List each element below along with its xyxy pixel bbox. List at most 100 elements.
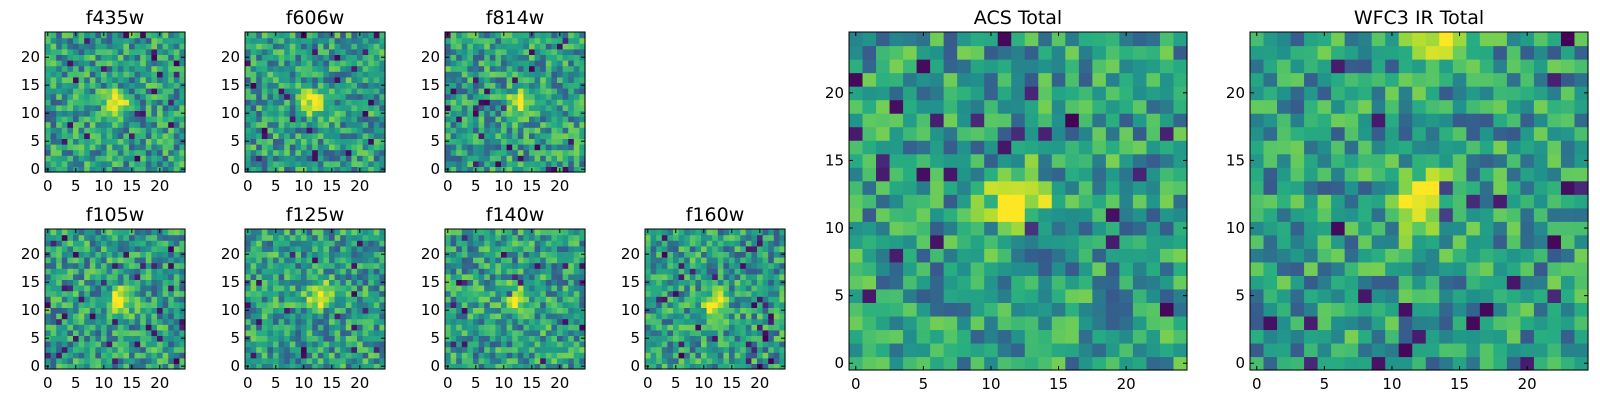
heatmap-cell	[101, 48, 108, 55]
x-tick-label: 5	[671, 374, 681, 392]
heatmap-cell	[123, 88, 130, 95]
heatmap-cell	[740, 335, 747, 342]
heatmap-cell	[456, 43, 463, 50]
heatmap-cell	[106, 234, 113, 241]
heatmap-cell	[461, 363, 468, 370]
heatmap-cell	[450, 144, 457, 151]
heatmap-cell	[334, 132, 341, 139]
heatmap-cell	[523, 262, 530, 269]
heatmap-cell	[1119, 234, 1134, 249]
heatmap-cell	[489, 76, 496, 83]
heatmap-cell	[89, 262, 96, 269]
heatmap-cell	[323, 307, 330, 314]
heatmap-cell	[89, 245, 96, 252]
heatmap-cell	[95, 346, 102, 353]
heatmap-cell	[151, 76, 158, 83]
heatmap-cell	[61, 144, 68, 151]
heatmap-cell	[295, 307, 302, 314]
heatmap-cell	[650, 346, 657, 353]
heatmap-cell	[661, 273, 668, 280]
heatmap-cell	[579, 268, 586, 275]
heatmap-cell	[379, 290, 386, 297]
heatmap-cell	[557, 43, 564, 50]
heatmap-cell	[162, 285, 169, 292]
heatmap-cell	[173, 273, 180, 280]
heatmap-cell	[903, 329, 918, 344]
heatmap-cell	[317, 290, 324, 297]
heatmap-cell	[517, 149, 524, 156]
heatmap-cell	[134, 37, 141, 44]
heatmap-cell	[151, 65, 158, 72]
heatmap-cell	[484, 149, 491, 156]
heatmap-cell	[317, 240, 324, 247]
heatmap-cell	[478, 296, 485, 303]
heatmap-cell	[289, 127, 296, 134]
heatmap-cell	[357, 290, 364, 297]
heatmap-cell	[862, 342, 877, 358]
heatmap-cell	[334, 307, 341, 314]
heatmap-cell	[957, 194, 972, 209]
y-tick-label: 0	[430, 357, 440, 375]
heatmap-cell	[889, 194, 904, 209]
heatmap-cell	[740, 329, 747, 336]
heatmap-cell	[557, 104, 564, 111]
heatmap-cell	[368, 357, 375, 364]
heatmap-cell	[573, 149, 580, 156]
heatmap-cell	[295, 352, 302, 359]
heatmap-cell	[557, 318, 564, 325]
heatmap-cell	[461, 32, 468, 39]
heatmap-cell	[261, 155, 268, 162]
heatmap-cell	[712, 273, 719, 280]
heatmap-cell	[84, 88, 91, 95]
heatmap-cell	[517, 160, 524, 167]
heatmap-cell	[745, 313, 752, 320]
y-tick-label: 15	[421, 273, 440, 291]
heatmap-cell	[306, 104, 313, 111]
heatmap-cell	[345, 138, 352, 145]
heatmap-cell	[73, 290, 80, 297]
heatmap-cell	[723, 352, 730, 359]
heatmap-cell	[317, 318, 324, 325]
heatmap-cell	[467, 48, 474, 55]
heatmap-cell	[345, 335, 352, 342]
heatmap-cell	[529, 60, 536, 67]
heatmap-cell	[89, 257, 96, 264]
heatmap-cell	[357, 104, 364, 111]
heatmap-cell	[729, 307, 736, 314]
heatmap-cell	[45, 301, 52, 308]
heatmap-cell	[689, 318, 696, 325]
heatmap-cell	[545, 307, 552, 314]
heatmap-cell	[540, 329, 547, 336]
heatmap-cell	[889, 356, 904, 371]
heatmap-cell	[1173, 261, 1188, 276]
heatmap-cell	[61, 166, 68, 173]
heatmap-cell	[50, 104, 57, 111]
heatmap-cell	[306, 341, 313, 348]
heatmap-cell	[484, 37, 491, 44]
heatmap-cell	[289, 324, 296, 331]
heatmap-cell	[762, 240, 769, 247]
heatmap-cell	[456, 48, 463, 55]
heatmap-cell	[50, 93, 57, 100]
heatmap-cell	[112, 273, 119, 280]
heatmap-cell	[461, 116, 468, 123]
heatmap-cell	[501, 71, 508, 78]
heatmap-cell	[179, 245, 186, 252]
heatmap-cell	[140, 251, 147, 258]
heatmap-cell	[357, 37, 364, 44]
heatmap-cell	[467, 234, 474, 241]
heatmap-cell	[173, 116, 180, 123]
heatmap-cell	[545, 352, 552, 359]
heatmap-cell	[661, 313, 668, 320]
heatmap-cell	[340, 251, 347, 258]
heatmap-cell	[317, 251, 324, 258]
heatmap-cell	[568, 324, 575, 331]
heatmap-cell	[506, 301, 513, 308]
heatmap-cell	[312, 37, 319, 44]
heatmap-cell	[757, 301, 764, 308]
heatmap-cell	[129, 262, 136, 269]
x-tick-label: 15	[722, 374, 741, 392]
heatmap-cell	[267, 54, 274, 61]
heatmap-cell	[701, 301, 708, 308]
heatmap-cell	[301, 268, 308, 275]
